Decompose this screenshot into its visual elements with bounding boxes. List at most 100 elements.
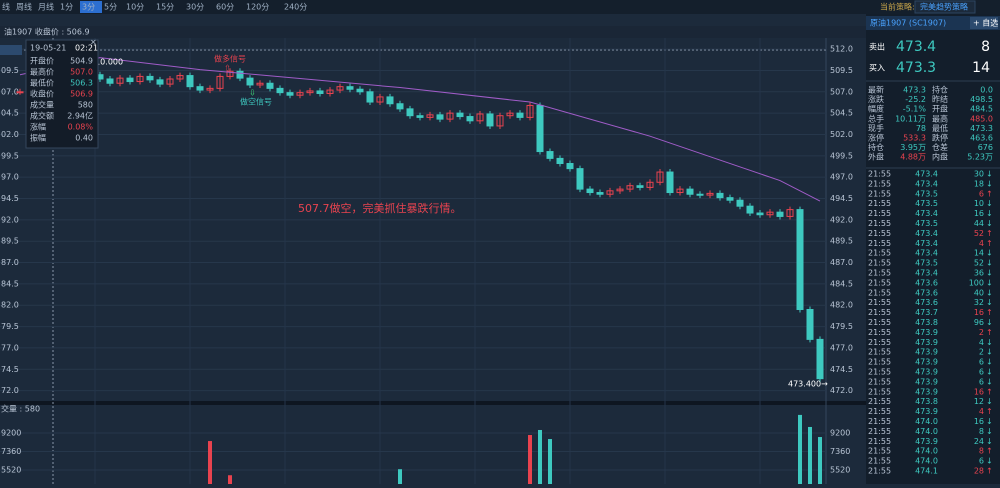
tick-dir: ↑	[986, 387, 993, 396]
tooltip-val: 2.94亿	[67, 111, 93, 121]
tick-time: 21:55	[868, 437, 891, 446]
tab[interactable]: 月线	[38, 2, 54, 12]
tick-time: 21:55	[868, 239, 891, 248]
candle	[106, 78, 114, 84]
tick-price: 473.9	[915, 358, 938, 367]
stat-key: 仓差	[932, 142, 948, 152]
crosshair-label	[0, 45, 22, 55]
tab[interactable]: 120分	[246, 3, 269, 12]
tick-price: 473.6	[915, 298, 938, 307]
tick-time: 21:55	[868, 467, 891, 476]
left-tick-label: 09.5	[1, 66, 19, 75]
tick-dir: ↓	[986, 170, 993, 179]
tick-time: 21:55	[868, 249, 891, 258]
tab[interactable]: 60分	[216, 3, 234, 12]
tick-vol: 4	[979, 407, 984, 416]
tab[interactable]: 周线	[16, 2, 32, 12]
tick-dir: ↓	[986, 209, 993, 218]
comment: 507.7做空，完美抓住暴跌行情。	[298, 201, 462, 215]
tab-active	[80, 1, 102, 13]
tick-price: 473.5	[915, 199, 938, 208]
tick-price: 473.8	[915, 318, 938, 327]
volume-tick-left: 5520	[1, 466, 21, 475]
tooltip-val: 507.0	[70, 68, 93, 77]
candle	[176, 75, 184, 80]
tick-vol: 96	[974, 318, 984, 327]
candle	[386, 96, 394, 105]
tab[interactable]: 1分	[60, 3, 73, 12]
stat-key: 持仓	[868, 142, 884, 152]
tick-dir: ↑	[986, 189, 993, 198]
candle	[316, 90, 324, 94]
tab[interactable]: 5分	[104, 3, 117, 12]
candle	[336, 86, 344, 91]
close-x[interactable]: ×	[90, 38, 97, 47]
tick-dir: ↑	[986, 467, 993, 476]
tick-vol: 32	[974, 298, 984, 307]
candle	[216, 75, 224, 89]
add-fav[interactable]: + 自选	[973, 18, 998, 28]
quote-label: 买入	[869, 64, 885, 73]
tick-price: 473.7	[915, 308, 938, 317]
tab[interactable]: 线	[2, 2, 10, 12]
strategy-select[interactable]	[914, 0, 976, 14]
tick-price: 473.4	[915, 170, 938, 179]
tick-dir: ↓	[986, 259, 993, 268]
stat-val: 498.5	[970, 95, 993, 104]
tick-price: 473.9	[915, 328, 938, 337]
stat-key: 总手	[868, 113, 884, 123]
tab[interactable]: 30分	[186, 3, 204, 12]
candle	[646, 181, 654, 188]
left-tick-label: 77.0	[1, 343, 19, 352]
tick-price: 473.5	[915, 219, 938, 228]
candle	[806, 309, 814, 340]
tooltip-key: 成交额	[30, 111, 54, 121]
candle	[796, 209, 804, 310]
candle	[266, 82, 274, 89]
tick-price: 473.4	[915, 239, 938, 248]
candle	[156, 79, 164, 85]
tick-dir: ↓	[986, 457, 993, 466]
candle	[516, 112, 524, 118]
tick-vol: 52	[974, 229, 984, 238]
stat-key: 最高	[932, 113, 948, 123]
tick-time: 21:55	[868, 298, 891, 307]
candle	[16, 91, 24, 94]
tab[interactable]: 15分	[156, 3, 174, 12]
tooltip-key: 收盘价	[30, 89, 54, 99]
tick-dir: ↓	[986, 427, 993, 436]
tick-dir: ↓	[986, 377, 993, 386]
candle	[586, 188, 594, 194]
candle	[696, 193, 704, 196]
add-btn[interactable]	[970, 17, 998, 29]
tick-time: 21:55	[868, 358, 891, 367]
strategy[interactable]: 完美趋势策略	[920, 2, 968, 12]
info-bar: 油1907 收盘价 : 506.9	[4, 27, 90, 37]
candle	[456, 112, 464, 118]
candle	[506, 112, 514, 117]
tick-time: 21:55	[868, 269, 891, 278]
tick-time: 21:55	[868, 308, 891, 317]
candle	[146, 75, 154, 81]
tick-price: 473.4	[915, 229, 938, 238]
tab[interactable]: 3分	[82, 3, 95, 12]
tick-price: 474.1	[915, 467, 938, 476]
y-tick-label: 492.0	[830, 215, 853, 224]
tick-dir: ↑	[986, 229, 993, 238]
tick-vol: 40	[974, 288, 984, 297]
tooltip-key: 最低价	[30, 78, 54, 88]
tick-dir: ↓	[986, 179, 993, 188]
tick-vol: 12	[974, 397, 984, 406]
tab[interactable]: 240分	[284, 3, 307, 12]
tab[interactable]: 10分	[126, 3, 144, 12]
tick-time: 21:55	[868, 318, 891, 327]
stat-key: 外盘	[868, 152, 884, 162]
tick-time: 21:55	[868, 368, 891, 377]
tooltip-val: 506.9	[70, 90, 93, 99]
tick-time: 21:55	[868, 407, 891, 416]
candle	[396, 103, 404, 110]
short-signal: 做空信号	[240, 97, 272, 107]
stat-key: 昨结	[932, 94, 948, 104]
short-arrow: ⇩	[249, 89, 256, 98]
tick-vol: 4	[979, 338, 984, 347]
